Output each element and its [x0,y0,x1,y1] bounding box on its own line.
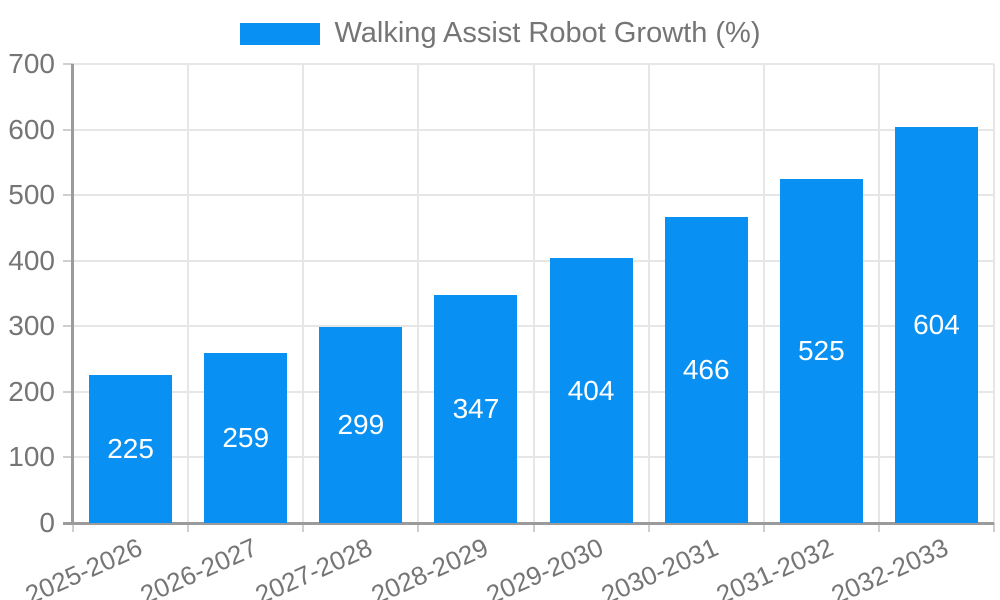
x-axis-tick-label: 2028-2029 [366,532,493,600]
x-axis-tick [532,523,535,532]
y-axis-tick [63,128,73,131]
y-axis-tick-label: 700 [8,48,55,79]
bar-value-label: 299 [337,408,385,440]
x-axis-tick-label: 2030-2031 [596,532,723,600]
x-axis-tick [647,523,650,532]
y-axis-tick-label: 500 [8,179,55,211]
gridline-vertical [877,64,880,523]
x-axis-tick-label: 2031-2032 [711,532,838,600]
x-axis-tick [762,523,765,532]
legend-swatch [239,22,320,45]
y-axis-tick [63,325,73,328]
y-axis-tick-label: 200 [8,375,55,407]
y-axis-tick-label: 0 [39,507,55,538]
bar-value-label: 347 [452,393,500,425]
bar-value-label: 404 [567,374,615,406]
legend-label: Walking Assist Robot Growth (%) [334,17,761,49]
bar[interactable]: 466 [664,217,748,523]
y-axis-tick-label: 300 [8,310,55,342]
x-axis-tick [877,523,880,532]
gridline-vertical [647,64,650,523]
y-axis-tick [63,456,73,459]
x-axis-tick [187,523,190,532]
gridline-vertical [532,64,535,523]
bar[interactable]: 259 [204,353,288,523]
bar-value-label: 225 [107,433,154,465]
gridline-vertical [762,64,765,523]
bar-value-label: 525 [797,334,845,366]
bar[interactable]: 299 [319,326,403,523]
bar-value-label: 259 [222,422,270,454]
x-axis-tick-label: 2032-2033 [826,532,953,600]
y-axis-tick-label: 100 [8,441,55,473]
y-axis-tick [63,390,73,393]
bar[interactable]: 404 [549,258,633,523]
y-axis-tick-label: 400 [8,244,55,276]
gridline-vertical [993,64,995,523]
y-axis-tick [63,63,73,65]
bar[interactable]: 225 [89,375,173,523]
x-axis-tick [417,523,420,532]
gridline-vertical [302,64,305,523]
x-axis-tick [302,523,305,532]
x-axis-tick-label: 2027-2028 [251,532,378,600]
bar[interactable]: 347 [434,295,518,523]
x-axis-tick [993,523,995,532]
x-axis-tick-label: 2026-2027 [136,532,262,600]
gridline-vertical [187,64,190,523]
x-axis-tick [72,523,74,532]
y-axis-line [71,64,74,523]
bar-value-label: 604 [913,308,960,340]
bar-value-label: 466 [682,354,730,386]
gridline-vertical [417,64,420,523]
y-axis-tick-label: 600 [8,113,55,145]
bar[interactable]: 604 [894,126,978,523]
x-axis-tick-label: 2029-2030 [481,532,608,600]
legend-item[interactable]: Walking Assist Robot Growth (%) [0,17,1000,50]
y-axis-tick [63,194,73,197]
bar[interactable]: 525 [779,178,863,523]
y-axis-tick [63,259,73,262]
x-axis-tick-label: 2025-2026 [20,532,147,600]
x-axis-line [63,522,994,525]
